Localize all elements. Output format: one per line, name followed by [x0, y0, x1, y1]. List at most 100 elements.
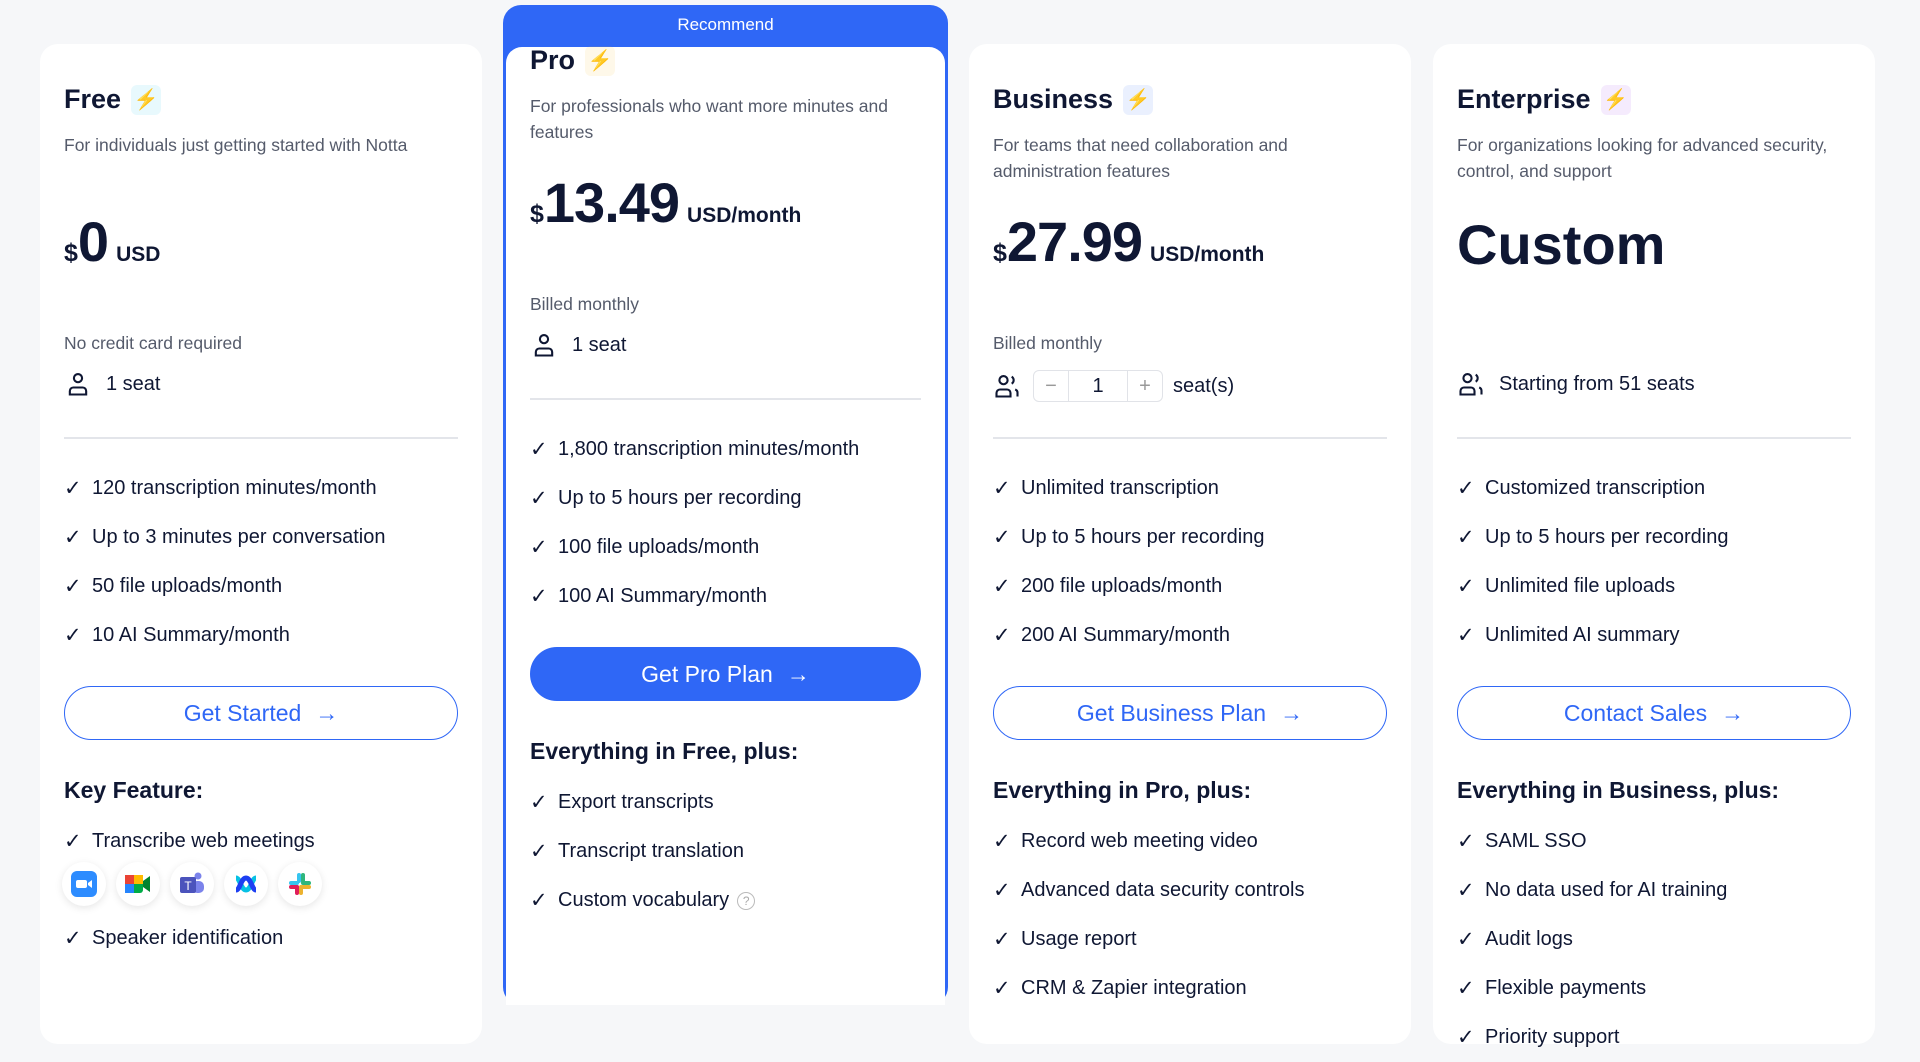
plan-description: For professionals who want more minutes … [530, 96, 888, 142]
seat-info: Starting from 51 seats [1457, 370, 1851, 398]
feature-list: ✓ Customized transcription ✓ Up to 5 hours … [1457, 464, 1851, 660]
feature-item: ✓ Up to 5 hours per recording [530, 474, 921, 523]
plan-description: For teams that need collaboration and ad… [993, 135, 1288, 181]
currency-symbol: $ [993, 239, 1007, 267]
feature-text: Custom vocabulary [558, 889, 730, 911]
plan-title: Business ⚡ [993, 84, 1387, 115]
extra-feature-item: ✓ Record web meeting video [993, 817, 1387, 866]
plan-cta-button[interactable]: Contact Sales → [1457, 686, 1851, 740]
extra-feature-list: ✓ SAML SSO ✓ No data used for AI training ✓ A… [1457, 817, 1851, 1062]
arrow-right-icon: → [315, 699, 339, 726]
extra-feature-item: ✓ Custom vocabulary? [530, 876, 921, 925]
price-amount: 0 [77, 210, 109, 273]
currency-symbol: $ [530, 200, 544, 228]
feature-text: Usage report [1021, 928, 1137, 950]
feature-item: ✓ 10 AI Summary/month [64, 611, 458, 660]
check-icon: ✓ [993, 624, 1011, 647]
lightning-icon: ⚡ [131, 84, 162, 115]
check-icon: ✓ [1457, 477, 1475, 500]
price-unit: USD/month [1150, 243, 1265, 266]
feature-text: Unlimited transcription [1021, 477, 1219, 499]
lightning-icon: ⚡ [585, 45, 616, 76]
seat-info: 1 seat [64, 370, 458, 398]
feature-text: Transcribe web meetings [92, 830, 315, 852]
check-icon: ✓ [1457, 928, 1475, 951]
button-label: Get Started [183, 699, 302, 726]
feature-text: Speaker identification [92, 927, 284, 949]
price-note: No credit card required [64, 333, 242, 353]
extra-feature-item: ✓ SAML SSO [1457, 817, 1851, 866]
google-meet-icon [116, 862, 160, 906]
feature-text: Audit logs [1485, 928, 1573, 950]
check-icon: ✓ [64, 830, 82, 853]
extra-feature-list: ✓ Export transcripts ✓ Transcript translati… [530, 778, 921, 925]
plan-cta-button[interactable]: Get Business Plan → [993, 686, 1387, 740]
feature-item: ✓ Customized transcription [1457, 464, 1851, 513]
check-icon: ✓ [993, 526, 1011, 549]
arrow-right-icon: → [786, 660, 810, 687]
check-icon: ✓ [530, 536, 548, 559]
check-icon: ✓ [530, 487, 548, 510]
feature-text: 120 transcription minutes/month [92, 477, 377, 499]
help-icon[interactable]: ? [737, 891, 756, 910]
feature-text: Record web meeting video [1021, 830, 1258, 852]
check-icon: ✓ [993, 977, 1011, 1000]
section-heading: Everything in Pro, plus: [993, 777, 1252, 803]
extra-feature-item: ✓ Usage report [993, 915, 1387, 964]
extra-feature-item: ✓ Advanced data security controls [993, 866, 1387, 915]
feature-text: 200 file uploads/month [1021, 575, 1223, 597]
check-icon: ✓ [530, 791, 548, 814]
feature-text: Up to 5 hours per recording [1485, 526, 1729, 548]
extra-feature-item: ✓ CRM & Zapier integration [993, 964, 1387, 1013]
feature-item: ✓ Unlimited transcription [993, 464, 1387, 513]
feature-list: ✓ 1,800 transcription minutes/month ✓ Up to… [530, 425, 921, 621]
check-icon: ✓ [993, 575, 1011, 598]
seat-count-input[interactable]: 1 [1068, 371, 1128, 401]
plan-cta-button[interactable]: Get Pro Plan → [530, 647, 921, 701]
plan-name: Enterprise [1457, 84, 1591, 114]
feature-item: ✓ 200 AI Summary/month [993, 611, 1387, 660]
extra-feature-item: ✓ Export transcripts [530, 778, 921, 827]
check-icon: ✓ [1457, 526, 1475, 549]
feature-text: Advanced data security controls [1021, 879, 1305, 901]
section-heading: Key Feature: [64, 777, 204, 803]
feature-text: Unlimited AI summary [1485, 624, 1680, 646]
check-icon: ✓ [530, 889, 548, 912]
feature-text: 100 file uploads/month [558, 536, 760, 558]
user-icon [530, 331, 558, 359]
price-unit: USD/month [687, 204, 802, 227]
extra-feature-item: ✓ Transcribe web meetings [64, 817, 458, 866]
seat-selector: −1 + seat(s) [993, 370, 1387, 402]
feature-text: Up to 3 minutes per conversation [92, 526, 386, 548]
check-icon: ✓ [993, 928, 1011, 951]
plan-title: Enterprise ⚡ [1457, 84, 1851, 115]
feature-item: ✓ Up to 3 minutes per conversation [64, 513, 458, 562]
plan-cta-button[interactable]: Get Started → [64, 686, 458, 740]
check-icon: ✓ [64, 624, 82, 647]
check-icon: ✓ [1457, 830, 1475, 853]
check-icon: ✓ [64, 927, 82, 950]
svg-text:T: T [184, 879, 192, 893]
plan-name: Free [64, 84, 122, 114]
feature-item: ✓ 50 file uploads/month [64, 562, 458, 611]
feature-item: ✓ Up to 5 hours per recording [1457, 513, 1851, 562]
feature-text: CRM & Zapier integration [1021, 977, 1247, 999]
extra-feature-item: ✓ No data used for AI training [1457, 866, 1851, 915]
decrease-seat-button[interactable]: − [1045, 374, 1057, 397]
section-heading: Everything in Business, plus: [1457, 777, 1780, 803]
seat-stepper[interactable]: −1 + [1033, 370, 1163, 402]
divider [993, 437, 1387, 439]
check-icon: ✓ [1457, 879, 1475, 902]
increase-seat-button[interactable]: + [1139, 374, 1151, 397]
feature-text: Transcript translation [558, 840, 744, 862]
feature-item: ✓ 100 file uploads/month [530, 523, 921, 572]
price-unit: USD [116, 243, 161, 266]
plan-card-business: Business ⚡ For teams that need collaborati… [969, 44, 1411, 1044]
feature-item: ✓ Up to 5 hours per recording [993, 513, 1387, 562]
extra-feature-list: ✓ Transcribe web meetings T ✓ Speaker identi… [62, 817, 458, 963]
seat-text: 1 seat [106, 372, 161, 395]
arrow-right-icon: → [1280, 699, 1304, 726]
slack-icon [278, 862, 322, 906]
check-icon: ✓ [64, 575, 82, 598]
lightning-icon: ⚡ [1123, 84, 1154, 115]
